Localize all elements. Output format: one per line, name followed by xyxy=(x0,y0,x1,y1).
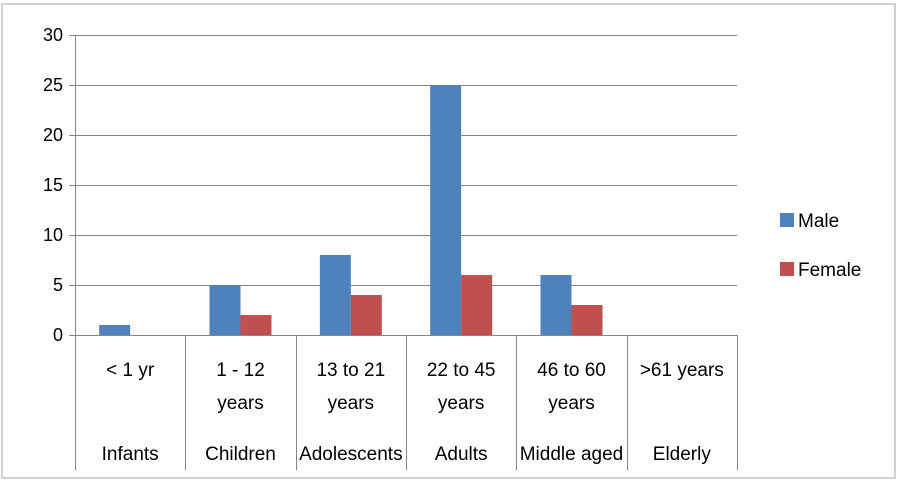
y-tick-label: 5 xyxy=(53,275,63,295)
legend-swatch-male xyxy=(780,213,794,227)
y-axis-tick-labels: 0 5 10 15 20 25 30 xyxy=(43,25,63,345)
x-range-label: years xyxy=(217,393,263,414)
x-group-label: Infants xyxy=(102,444,159,465)
bar-male xyxy=(319,255,351,335)
bar-male xyxy=(430,85,462,335)
x-range-label: years xyxy=(548,393,594,414)
bar-male xyxy=(99,325,131,335)
x-range-label: < 1 yr xyxy=(106,360,155,381)
bars xyxy=(99,85,603,335)
x-group-label: Adolescents xyxy=(299,444,403,465)
x-range-label: 13 to 21 xyxy=(316,360,385,381)
axes xyxy=(69,35,738,470)
bar-female xyxy=(571,305,603,335)
y-tick-label: 0 xyxy=(53,325,63,345)
bar-male xyxy=(209,285,241,335)
x-group-label: Middle aged xyxy=(520,444,624,465)
x-axis-tick-labels: < 1 yr Infants 1 - 12 years Children 13 to 21… xyxy=(102,360,724,465)
legend: Male Female xyxy=(780,211,861,281)
y-tick-label: 10 xyxy=(43,225,63,245)
legend-swatch-female xyxy=(780,262,794,276)
y-tick-label: 25 xyxy=(43,75,63,95)
bar-male xyxy=(540,275,572,335)
x-range-label: 22 to 45 xyxy=(427,360,496,381)
x-group-label: Children xyxy=(205,444,276,465)
x-range-label: years xyxy=(438,393,484,414)
gridlines xyxy=(75,35,737,286)
x-range-label: 46 to 60 xyxy=(537,360,606,381)
y-tick-label: 30 xyxy=(43,25,63,45)
legend-label-female: Female xyxy=(798,260,861,281)
bar-female xyxy=(240,315,272,335)
y-tick-label: 20 xyxy=(43,125,63,145)
y-tick-label: 15 xyxy=(43,175,63,195)
bar-female xyxy=(461,275,493,335)
bar-female xyxy=(350,295,382,335)
legend-label-male: Male xyxy=(798,211,839,232)
x-range-label: years xyxy=(328,393,374,414)
x-group-label: Elderly xyxy=(653,444,712,465)
x-group-label: Adults xyxy=(435,444,488,465)
x-range-label: >61 years xyxy=(640,360,724,381)
x-range-label: 1 - 12 xyxy=(216,360,265,381)
